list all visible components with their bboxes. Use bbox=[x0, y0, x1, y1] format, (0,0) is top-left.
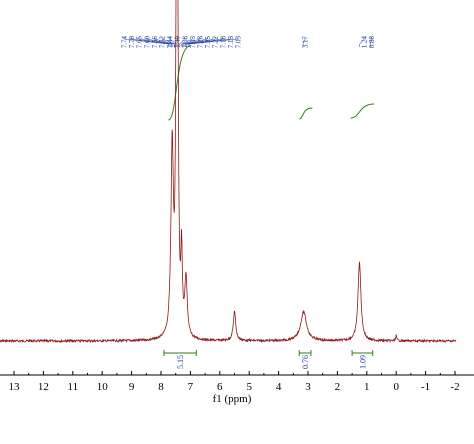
peak-label-connector bbox=[131, 37, 171, 47]
peak-label: 7.18 bbox=[219, 36, 227, 49]
peak-label: 7.70 bbox=[128, 36, 136, 49]
integral-value-label: 1.09 bbox=[358, 355, 367, 369]
peak-label: 7.65 bbox=[136, 36, 144, 49]
x-tick-label: 10 bbox=[97, 381, 109, 393]
peak-label: 7.56 bbox=[151, 36, 159, 49]
integral-curve-layer bbox=[167, 45, 375, 121]
integral-curve bbox=[167, 45, 191, 121]
x-tick-label: 11 bbox=[68, 381, 79, 393]
spectrum-layer bbox=[0, 0, 457, 344]
x-axis-label: f1 (ppm) bbox=[213, 393, 252, 405]
peak-label-connector bbox=[189, 37, 239, 47]
peak-label: 7.52 bbox=[159, 36, 167, 49]
peak-label-connector bbox=[123, 37, 169, 47]
x-tick-label: 3 bbox=[305, 381, 311, 393]
peak-label: 1.24 bbox=[361, 36, 369, 49]
x-tick-label: 2 bbox=[335, 381, 341, 393]
x-tick-label: 5 bbox=[246, 381, 252, 393]
peak-label-connector bbox=[182, 37, 201, 47]
peak-label-connector bbox=[183, 37, 208, 47]
x-tick-label: 8 bbox=[158, 381, 164, 393]
integral-bar-layer: 5.15 0.76 1.09 bbox=[163, 350, 374, 369]
x-tick-label: -1 bbox=[421, 381, 430, 393]
x-tick-label: 12 bbox=[38, 381, 49, 393]
peak-label: 7.44 bbox=[166, 36, 174, 49]
x-tick-label: 4 bbox=[276, 381, 282, 393]
spectrum-line bbox=[0, 0, 457, 344]
x-tick-label: 9 bbox=[129, 381, 135, 393]
peak-label-connector bbox=[185, 37, 216, 47]
peak-label-connector bbox=[154, 37, 175, 47]
peak-label: 7.22 bbox=[212, 36, 220, 49]
peak-label: 3.17 bbox=[302, 36, 310, 49]
x-tick-label: 0 bbox=[393, 381, 399, 393]
integral-curve bbox=[350, 103, 375, 119]
peak-label-layer: 7.74 7.70 7.65 7.60 7.56 7.52 7.44 7.40 7.38 7.33… bbox=[121, 36, 377, 49]
peak-label: 7.38 bbox=[181, 36, 189, 49]
peak-label: 7.74 bbox=[121, 36, 129, 49]
x-tick-label: -2 bbox=[450, 381, 459, 393]
integral-curve bbox=[299, 107, 313, 120]
peak-label: 7.60 bbox=[143, 36, 151, 49]
peak-label-connector bbox=[138, 37, 172, 47]
integral-value-label: 0.76 bbox=[301, 355, 310, 369]
peak-label-connector bbox=[186, 37, 224, 47]
peak-label-connector bbox=[370, 37, 372, 47]
peak-label-connector bbox=[302, 37, 306, 47]
x-axis-ticks: 13 12 11 10 9 8 7 6 5 4 3 2 1 0 -1 -2 bbox=[9, 371, 460, 393]
x-axis: 13 12 11 10 9 8 7 6 5 4 3 2 1 0 -1 -2 f1 (ppm) bbox=[0, 371, 474, 405]
peak-label: 7.13 bbox=[227, 36, 235, 49]
x-tick-label: 13 bbox=[9, 381, 21, 393]
peak-label-connector bbox=[359, 37, 365, 47]
peak-label-connector bbox=[146, 37, 174, 47]
peak-label: 7.03 bbox=[235, 36, 243, 49]
x-tick-label: 7 bbox=[188, 381, 194, 393]
peak-label-connector bbox=[187, 37, 231, 47]
peak-label-connector bbox=[169, 37, 178, 47]
peak-label: 0.88 bbox=[368, 36, 376, 49]
x-tick-label: 6 bbox=[217, 381, 223, 393]
x-tick-label: 1 bbox=[364, 381, 370, 393]
peak-label-connector bbox=[180, 37, 193, 47]
integral-value-label: 5.15 bbox=[176, 355, 185, 369]
peak-label-connector bbox=[179, 37, 186, 47]
